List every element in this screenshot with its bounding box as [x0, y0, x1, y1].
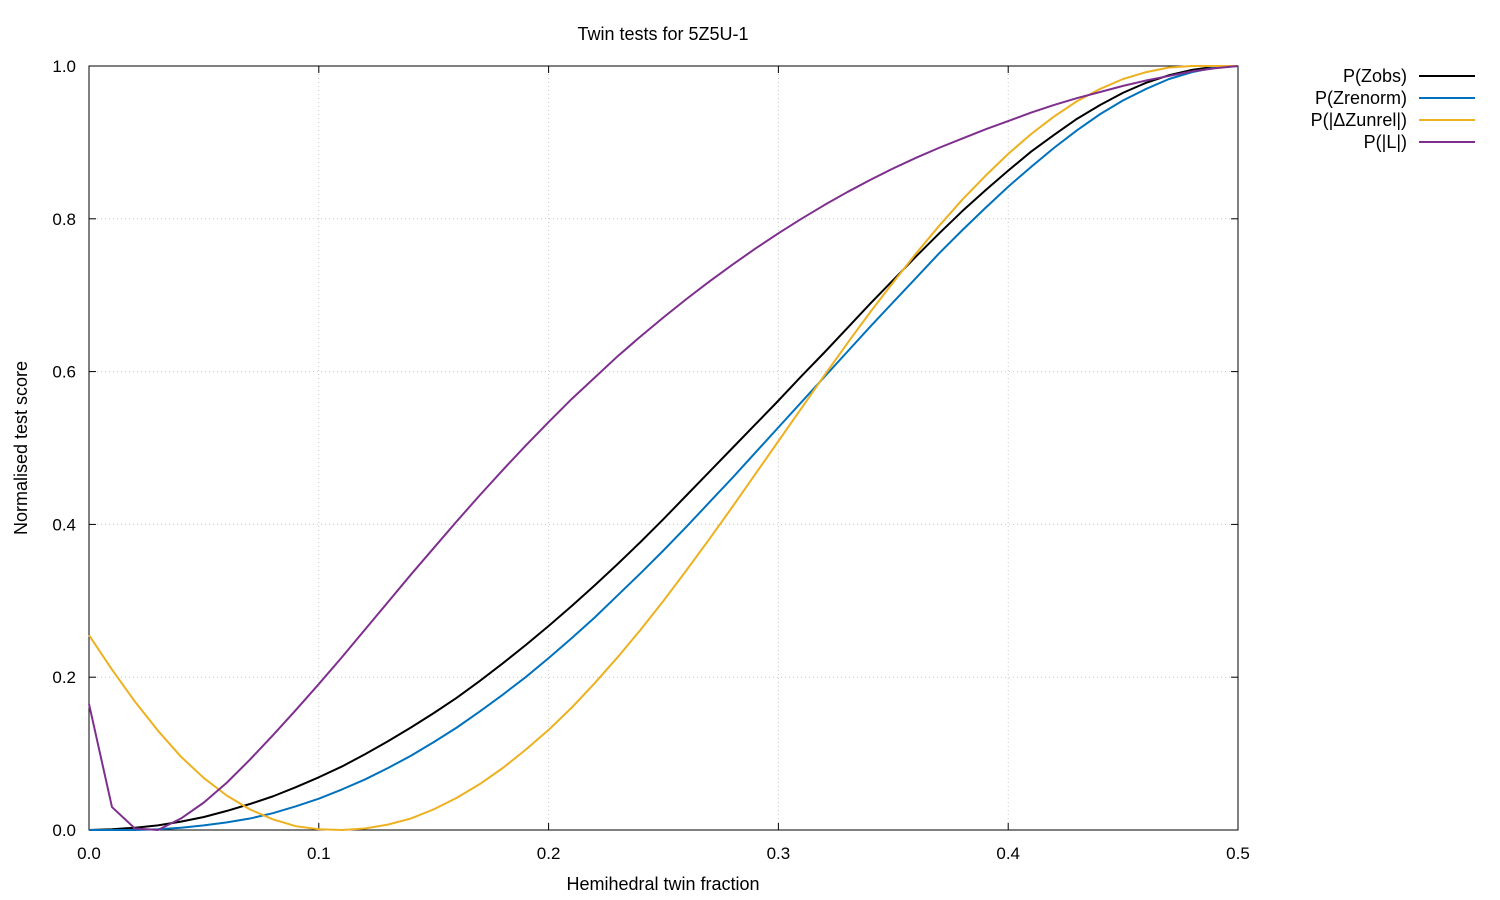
series-lines	[88, 65, 1239, 831]
y-tick-label: 1.0	[52, 57, 76, 76]
plot-frame	[88, 65, 1239, 831]
x-tick-label: 0.0	[77, 844, 101, 863]
y-tick-label: 0.2	[52, 668, 76, 687]
legend: P(Zobs)P(Zrenorm)P(|ΔZunrel|)P(|L|)	[1311, 66, 1475, 152]
legend-label: P(|L|)	[1364, 132, 1407, 152]
series-line-2	[89, 65, 1239, 831]
x-tick-label: 0.3	[767, 844, 791, 863]
x-tick-label: 0.2	[537, 844, 561, 863]
x-axis-title: Hemihedral twin fraction	[566, 874, 759, 894]
y-tick-label: 0.0	[52, 821, 76, 840]
series-line-4	[88, 65, 1239, 831]
x-tick-label: 0.1	[307, 844, 331, 863]
series-line-1	[88, 65, 1239, 831]
y-tick-label: 0.8	[52, 210, 76, 229]
legend-label: P(|ΔZunrel|)	[1311, 110, 1407, 130]
legend-label: P(Zobs)	[1343, 66, 1407, 86]
grid-lines	[89, 66, 1238, 830]
axis-ticks: 0.0 0.1 0.2 0.3 0.4 0.5 0.0 0.2 0.4 0.6 0.8 1.0	[52, 57, 1249, 863]
y-tick-label: 0.4	[52, 515, 76, 534]
y-axis-title: Normalised test score	[11, 361, 31, 535]
x-tick-label: 0.5	[1226, 844, 1250, 863]
series-line-3	[88, 65, 1238, 831]
x-tick-label: 0.4	[996, 844, 1020, 863]
chart-title: Twin tests for 5Z5U-1	[577, 24, 748, 44]
legend-label: P(Zrenorm)	[1315, 88, 1407, 108]
y-tick-label: 0.6	[52, 363, 76, 382]
